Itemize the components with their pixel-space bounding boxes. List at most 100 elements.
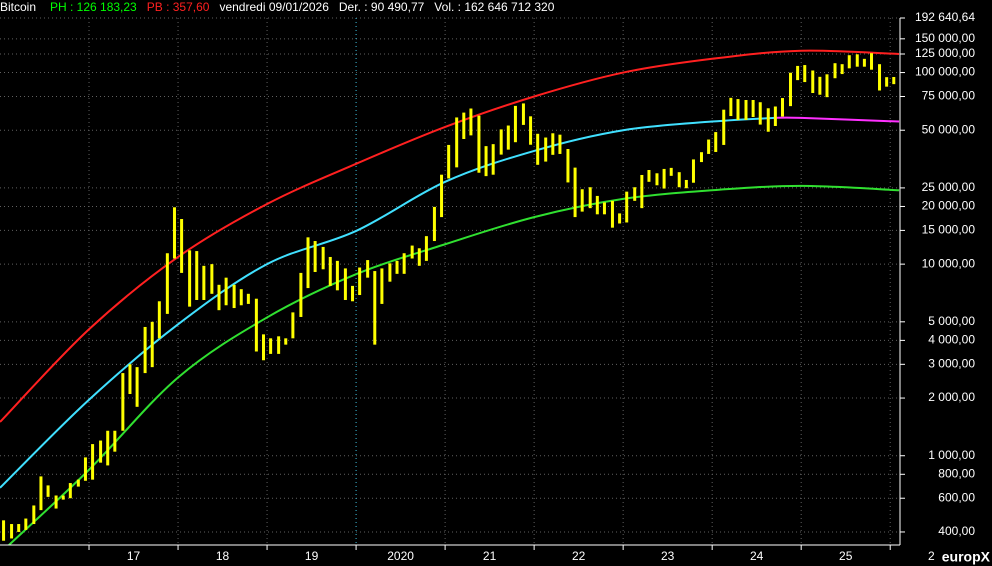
price-bar [640, 174, 644, 209]
price-bar [188, 250, 192, 307]
price-bar [699, 152, 703, 163]
x-tick-label: 19 [305, 549, 319, 563]
price-bar [277, 336, 281, 354]
price-bar [424, 236, 428, 261]
price-bar [17, 524, 21, 532]
price-bar [395, 260, 399, 274]
y-tick-label: 150 000,00 [915, 31, 975, 45]
price-bar [677, 172, 681, 188]
y-tick-label: 400,00 [938, 524, 975, 538]
y-tick-label: 20 000,00 [922, 199, 976, 213]
price-bar [625, 191, 629, 223]
price-bar [862, 58, 866, 67]
price-bar [54, 495, 58, 509]
plot-area [0, 49, 900, 545]
curve [0, 116, 775, 489]
price-bar [128, 364, 132, 394]
price-bar [172, 207, 176, 259]
x-tick-label: 23 [661, 549, 675, 563]
price-bar [313, 241, 317, 272]
logo-background [935, 550, 992, 566]
price-bar [224, 277, 228, 306]
header-stat: vendredi 09/01/2026 [219, 0, 329, 14]
price-bar [328, 256, 332, 286]
header-stat: PB : 357,60 [147, 0, 210, 14]
price-bar [647, 170, 651, 182]
price-bar [157, 301, 161, 339]
price-bar [39, 476, 43, 511]
price-bar [121, 373, 125, 431]
price-bar [113, 430, 117, 452]
price-bar [803, 65, 807, 83]
price-bar [380, 268, 384, 304]
price-bar [402, 253, 406, 274]
y-tick-label: 4 000,00 [928, 333, 975, 347]
x-tick-label: 24 [750, 549, 764, 563]
price-bar [840, 64, 844, 75]
price-bar [588, 187, 592, 209]
price-bar [10, 524, 14, 539]
y-tick-label: 3 000,00 [928, 356, 975, 370]
price-bar [462, 112, 466, 139]
price-bar [499, 129, 503, 155]
price-bar [780, 98, 784, 117]
curve [0, 49, 900, 423]
x-tick-label: 18 [216, 549, 230, 563]
axes: 400,00 600,00 800,00 1 000,00 2 000,00 3 000,… [0, 10, 975, 563]
price-bar [669, 167, 673, 176]
curve [8, 184, 900, 545]
price-bar [544, 137, 548, 162]
logo: europX [942, 549, 991, 565]
price-bar [32, 505, 36, 525]
price-bar [736, 99, 740, 121]
price-bar [796, 65, 800, 81]
price-bar [343, 268, 347, 300]
price-bar [469, 108, 473, 136]
price-bar [758, 102, 762, 125]
price-bar [388, 263, 392, 282]
price-bar [24, 518, 28, 530]
price-bar [239, 289, 243, 306]
price-bar [655, 173, 659, 186]
price-bar [707, 139, 711, 154]
price-bar [210, 264, 214, 294]
price-bar [602, 202, 606, 215]
price-bar [610, 200, 614, 228]
price-bar [536, 133, 540, 165]
chart-title: Bitcoin [0, 0, 36, 14]
y-tick-label: 1 000,00 [928, 448, 975, 462]
price-bar [202, 265, 206, 300]
price-bar [91, 444, 95, 480]
price-bar [477, 115, 481, 173]
price-bar [633, 187, 637, 201]
price-bar [529, 116, 533, 145]
price-bar [373, 271, 377, 345]
price-bar [729, 97, 733, 117]
price-bar [246, 293, 250, 304]
y-tick-label: 25 000,00 [922, 180, 976, 194]
x-tick-label: 25 [839, 549, 853, 563]
price-bar [284, 338, 288, 345]
y-tick-label: 50 000,00 [922, 122, 976, 136]
price-bar [335, 260, 339, 291]
price-bar [417, 248, 421, 266]
price-bar [366, 260, 370, 278]
price-bar [2, 520, 6, 541]
price-bar [165, 253, 169, 314]
x-tick-label: 2020 [387, 549, 414, 563]
price-bar [432, 206, 436, 242]
y-tick-label: 600,00 [938, 490, 975, 504]
price-bar [99, 440, 103, 463]
price-bar [306, 237, 310, 289]
y-tick-label: 800,00 [938, 466, 975, 480]
price-bar [262, 334, 266, 361]
price-bar [76, 479, 80, 487]
price-bar [410, 245, 414, 259]
price-bar [892, 76, 896, 85]
price-bar [440, 174, 444, 218]
x-tick-label: 17 [127, 549, 141, 563]
y-tick-label: 100 000,00 [915, 65, 975, 79]
y-tick-label: 10 000,00 [922, 256, 976, 270]
price-bar [455, 117, 459, 168]
